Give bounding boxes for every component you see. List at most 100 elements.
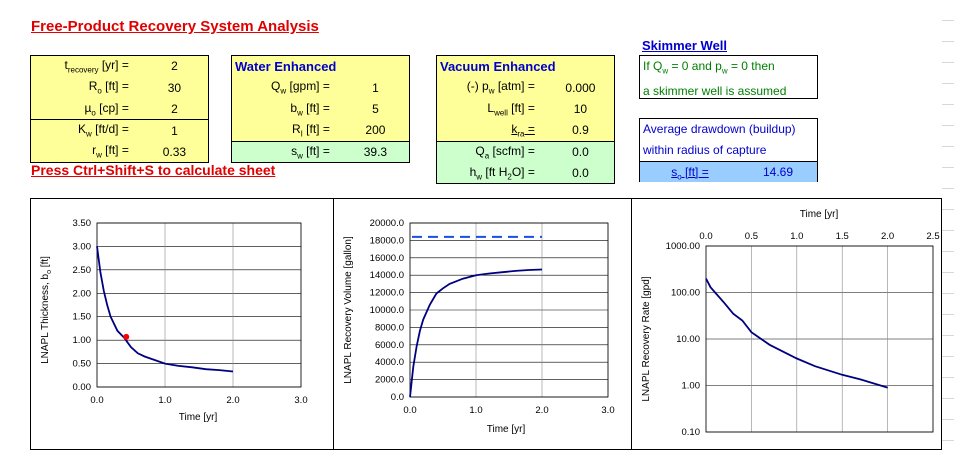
y-tick-label: 18000.0 <box>370 235 404 246</box>
x-axis-label: Time [yr] <box>487 424 526 435</box>
x-tick-label: 1.5 <box>836 231 849 242</box>
series-line <box>409 268 543 398</box>
y-tick-label: 10000.0 <box>370 305 404 316</box>
y-tick-label: 6000.0 <box>375 340 404 351</box>
param-row: Lwell [ft] = 10 <box>436 98 615 120</box>
param-label: trecovery [yr] = <box>64 58 129 75</box>
sheet-gridlines <box>942 0 954 454</box>
param-value[interactable]: 0.33 <box>162 144 187 159</box>
param-row: kra = 0.9 <box>436 119 615 142</box>
water-enhanced-header: Water Enhanced <box>235 58 337 74</box>
param-row: sw [ft] = 39.3 <box>231 141 410 163</box>
y-tick-label: 2.50 <box>73 265 92 276</box>
y-tick-label: 8000.0 <box>375 322 404 333</box>
so-row: so [ft] = 14.69 <box>640 161 817 182</box>
thickness-chart-panel: 0.00 0.50 1.00 1.50 2.00 2.50 3.00 3.50 0.0 1.0 2.… <box>30 198 334 450</box>
param-row: (-) pw [atm] = 0.000 <box>436 76 615 99</box>
y-tick-label: 12000.0 <box>370 288 404 299</box>
x-tick-label: 0.5 <box>745 231 758 242</box>
param-row: Qa [scfm] = 0.0 <box>436 141 615 163</box>
param-label: sw [ft] = <box>291 143 330 160</box>
param-label: bw [ft] = <box>290 100 330 118</box>
volume-chart-panel: 0.0 2000.0 4000.0 6000.0 8000.0 10000.0 12000.… <box>333 198 632 450</box>
param-value[interactable]: 30 <box>167 80 182 95</box>
x-tick-label: 3.0 <box>601 405 614 416</box>
param-label: kra = <box>511 121 535 139</box>
x-tick-label: 1.0 <box>469 405 482 416</box>
calculate-instruction: Press Ctrl+Shift+S to calculate sheet <box>31 162 276 178</box>
x-tick-label: 1.0 <box>790 231 803 242</box>
param-row: hw [ft H2O] = 0.0 <box>436 162 615 184</box>
param-row: RI [ft] = 200 <box>231 119 410 142</box>
y-axis-label: LNAPL Recovery Rate [gpd] <box>641 276 652 401</box>
vacuum-enhanced-table: Vacuum Enhanced (-) pw [atm] = 0.000 Lwell … <box>436 55 615 185</box>
param-value[interactable]: 5 <box>372 101 379 116</box>
param-value[interactable]: 0.0 <box>572 145 589 159</box>
param-label: Kw [ft/d] = <box>78 122 129 139</box>
series-line <box>705 278 888 389</box>
rate-chart: 0.10 1.00 10.00 100.00 1000.000.0 0.5 1.0 1.5 2.… <box>641 209 940 438</box>
current-time-marker <box>123 333 130 340</box>
y-axis-label: LNAPL Recovery Volume [gallon] <box>343 236 354 384</box>
rate-chart-panel: 0.10 1.00 10.00 100.00 1000.00 0.0 0.5 1.0 1.5 2.… <box>631 198 942 450</box>
y-tick-label: 0.0 <box>391 392 404 403</box>
y-tick-label: 4000.0 <box>375 357 404 368</box>
so-value[interactable]: 14.69 <box>762 165 794 179</box>
x-axis-label: Time [yr] <box>800 209 839 220</box>
param-row: µo [cp] = 2 <box>30 98 209 120</box>
water-enhanced-table: Water Enhanced Qw [gpm] = 1 bw [ft] = 5 RI [f… <box>231 55 410 163</box>
volume-chart: 0.0 2000.0 4000.0 6000.0 8000.0 10000.0 12000.… <box>343 218 615 435</box>
y-tick-label: 3.50 <box>73 218 92 229</box>
param-label: Lwell [ft] = <box>487 100 535 118</box>
plot-frame <box>409 222 609 398</box>
x-tick-label: 2.5 <box>926 231 939 242</box>
y-tick-label: 20000.0 <box>370 218 404 229</box>
y-tick-label: 0.10 <box>682 427 701 438</box>
param-value[interactable]: 2 <box>171 101 178 116</box>
page-title: Free-Product Recovery System Analysis <box>31 18 319 35</box>
y-tick-label: 1.00 <box>682 381 701 392</box>
param-value[interactable]: 0.000 <box>565 80 596 95</box>
y-tick-label: 1.00 <box>73 335 92 346</box>
x-tick-label: 0.0 <box>90 395 103 406</box>
y-tick-label: 0.50 <box>73 359 92 370</box>
so-label: so [ft] = <box>671 165 709 182</box>
param-value[interactable]: 1 <box>171 123 178 138</box>
param-row: bw [ft] = 5 <box>231 98 410 120</box>
param-value[interactable]: 200 <box>365 123 386 138</box>
param-label: (-) pw [atm] = <box>466 79 535 96</box>
param-value[interactable]: 39.3 <box>363 144 388 159</box>
y-tick-label: 1.50 <box>73 312 92 323</box>
y-tick-label: 10.00 <box>676 334 700 345</box>
param-value[interactable]: 10 <box>573 101 588 116</box>
param-row: rw [ft] = 0.33 <box>30 141 209 163</box>
y-tick-label: 0.00 <box>73 382 92 393</box>
param-label: Ro [ft] = <box>88 79 129 96</box>
param-label: Qw [gpm] = <box>271 79 330 96</box>
y-tick-label: 100.00 <box>671 288 700 299</box>
average-drawdown-box: Average drawdown (buildup) within radius… <box>639 118 818 182</box>
y-tick-label: 14000.0 <box>370 270 404 281</box>
param-row: Qw [gpm] = 1 <box>231 76 410 99</box>
param-value[interactable]: 1 <box>372 80 379 95</box>
plot-frame <box>96 222 302 388</box>
skimmer-condition-box: If Qw = 0 and pw = 0 then a skimmer well… <box>639 55 818 99</box>
param-value[interactable]: 0.0 <box>572 165 589 180</box>
param-row: Kw [ft/d] = 1 <box>30 119 209 142</box>
param-value[interactable]: 2 <box>171 59 178 74</box>
x-tick-label: 0.0 <box>699 231 712 242</box>
series-line <box>96 246 234 373</box>
param-value[interactable]: 0.9 <box>572 123 589 138</box>
param-label: hw [ft H2O] = <box>469 164 535 182</box>
y-tick-label: 1000.00 <box>666 241 700 252</box>
x-tick-label: 2.0 <box>226 395 239 406</box>
vacuum-enhanced-header: Vacuum Enhanced <box>440 58 556 74</box>
x-tick-label: 3.0 <box>294 395 307 406</box>
y-tick-label: 16000.0 <box>370 253 404 264</box>
skimmer-well-title: Skimmer Well <box>642 38 728 53</box>
y-tick-label: 2.00 <box>73 288 92 299</box>
param-label: RI [ft] = <box>291 121 330 139</box>
x-tick-label: 2.0 <box>881 231 894 242</box>
x-tick-label: 1.0 <box>158 395 171 406</box>
param-row: trecovery [yr] = 2 <box>30 55 209 77</box>
